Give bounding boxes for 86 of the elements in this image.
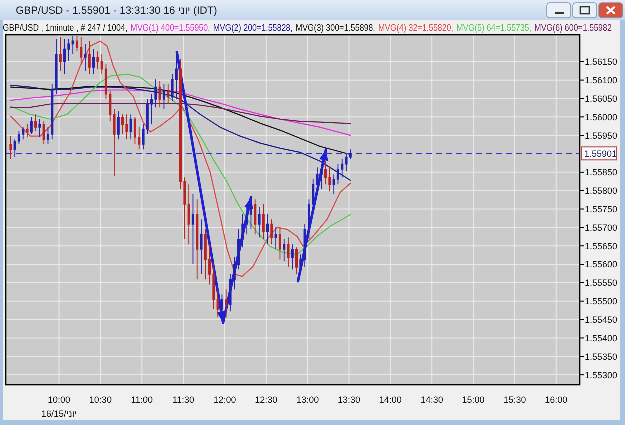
x-tick-label: 11:30 (172, 395, 194, 405)
candlestick (266, 214, 270, 246)
x-tick-label: 14:30 (420, 395, 444, 405)
candlestick (80, 36, 83, 65)
ref-line-label: 1.55901 (584, 148, 618, 159)
x-tick-label: 12:30 (255, 395, 278, 405)
y-tick-label: 1.55750 (585, 204, 618, 214)
y-tick-label: 1.56000 (585, 112, 618, 122)
y-tick-label: 1.55400 (585, 333, 618, 344)
y-tick-label: 1.55950 (585, 130, 618, 141)
text: MVG(4) 32=1.55820, (378, 22, 454, 34)
candlestick (72, 36, 74, 55)
candlestick (200, 219, 203, 275)
y-tick-label: 1.55500 (585, 296, 618, 307)
x-tick-label: 13:00 (296, 395, 320, 405)
line-series (10, 86, 352, 156)
y-tick-label: 1.56150 (585, 57, 618, 68)
candlestick (88, 40, 91, 75)
x-tick-label: 13:30 (338, 395, 361, 405)
candlestick (162, 84, 166, 110)
candlestick (30, 117, 33, 135)
candlestick (59, 36, 62, 72)
y-tick-label: 1.55850 (585, 168, 618, 178)
y-tick-label: 1.55450 (585, 314, 618, 325)
candlestick (225, 289, 228, 318)
candlestick (22, 127, 25, 140)
candlestick (126, 114, 128, 140)
candlestick (175, 52, 178, 100)
candlestick (220, 294, 224, 322)
candlestick (262, 204, 265, 240)
y-tick-label: 1.55300 (585, 370, 618, 380)
candlestick (117, 110, 120, 140)
y-tick-label: 1.55550 (585, 278, 618, 288)
candlestick (38, 118, 42, 138)
y-tick-label: 1.55650 (585, 241, 618, 252)
x-tick-label: 16:00 (545, 395, 568, 405)
line-series (10, 102, 352, 124)
y-tick-label: 1.55350 (585, 352, 618, 362)
candlestick (287, 237, 290, 268)
candlestick (270, 219, 274, 246)
candlestick (64, 38, 66, 75)
y-tick-label: 1.55800 (585, 186, 618, 196)
text: MVG(3) 300=1.55898, (296, 22, 376, 34)
x-tick-label: 10:30 (89, 395, 112, 405)
candlestick (42, 121, 46, 145)
candlestick (34, 114, 38, 132)
x-tick-label: 14:00 (379, 395, 402, 405)
candlestick (10, 136, 12, 160)
candlestick (300, 254, 302, 275)
x-tick-label: 10:00 (48, 395, 71, 405)
text: MVG(1) 400=1.55950, (130, 22, 210, 34)
text: MVG(5) 64=1.55735, (456, 22, 532, 34)
candlestick (96, 51, 100, 70)
candlestick (283, 239, 286, 262)
candlestick (84, 44, 87, 72)
chart-subtitle: GBP/USD , 1minute , # 247 / 1004, (3, 22, 128, 34)
candlestick (274, 227, 278, 250)
y-tick-label: 1.56100 (585, 76, 618, 86)
x-tick-label: 12:00 (214, 395, 236, 405)
x-tick-label: 11:00 (131, 395, 154, 405)
candlestick (130, 114, 132, 140)
candlestick (254, 199, 257, 236)
y-tick-label: 1.56050 (585, 94, 618, 104)
candlestick (258, 206, 261, 238)
candlestick (192, 194, 194, 265)
line-series (10, 40, 352, 278)
candlestick (26, 124, 29, 138)
candlestick (196, 199, 199, 280)
candlestick (216, 289, 220, 318)
line-series (10, 90, 352, 136)
text: MVG(2) 200=1.55828, (213, 22, 293, 34)
candlestick (92, 48, 96, 75)
line-series (10, 74, 352, 256)
chart-title: GBP/USD - 1.55901 - 13:31:30 16 יוני (IDT) (16, 5, 218, 17)
candlestick (167, 84, 170, 105)
x-tick-label: 15:00 (462, 395, 485, 405)
candlestick (158, 80, 162, 108)
x-tick-label: 15:30 (504, 395, 526, 405)
text: MVG(6) 600=1.55982 (534, 22, 612, 34)
text: יוני/16/15 (41, 409, 78, 419)
candlestick (278, 227, 282, 260)
y-tick-label: 1.55700 (585, 222, 618, 233)
line-series (10, 84, 352, 182)
y-tick-label: 1.55600 (585, 260, 618, 270)
candlestick (188, 184, 190, 246)
candlestick (291, 244, 294, 270)
